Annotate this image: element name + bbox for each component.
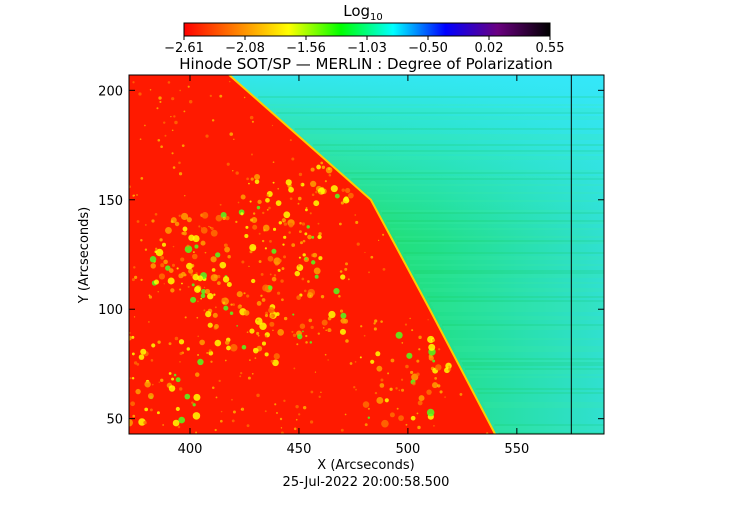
colorbar-tick-label: −1.03	[347, 41, 387, 56]
colorbar-tick-label: −0.50	[408, 41, 448, 56]
x-tick-label: 450	[287, 442, 312, 457]
x-tick-label: 500	[395, 442, 420, 457]
off-limb-stripes	[258, 96, 604, 434]
colorbar-label: Log10	[343, 2, 383, 23]
disk-texture	[129, 80, 489, 434]
colorbar-tick-label: 0.55	[536, 41, 565, 56]
y-tick-label: 50	[106, 413, 123, 428]
chart-title: Hinode SOT/SP — MERLIN : Degree of Polar…	[179, 55, 553, 73]
plot-frame	[128, 74, 605, 435]
x-axis-label: X (Arcseconds)	[317, 458, 414, 473]
y-axis: 50 100 150 200	[98, 84, 604, 428]
colorbar-tick-label: −1.56	[286, 41, 326, 56]
colorbar-tick-label: 0.02	[475, 41, 504, 56]
colorbar	[183, 22, 551, 37]
x-tick-label: 400	[178, 442, 203, 457]
limb-edge	[228, 75, 496, 434]
timestamp: 25-Jul-2022 20:00:58.500	[283, 475, 450, 490]
plot-area	[129, 75, 604, 434]
colorbar-tick-label: −2.08	[225, 41, 265, 56]
x-axis: 400 450 500 550	[178, 75, 529, 457]
y-axis-label: Y (Arcseconds)	[77, 207, 92, 304]
y-tick-label: 150	[98, 194, 123, 209]
off-limb-glow	[229, 75, 604, 434]
y-tick-label: 100	[98, 303, 123, 318]
colorbar-ticks: −2.61 −2.08 −1.56 −1.03 −0.50 0.02 0.55	[164, 36, 564, 56]
colorbar-tick-label: −2.61	[164, 41, 204, 56]
y-tick-label: 200	[98, 84, 123, 99]
x-tick-label: 550	[504, 442, 529, 457]
